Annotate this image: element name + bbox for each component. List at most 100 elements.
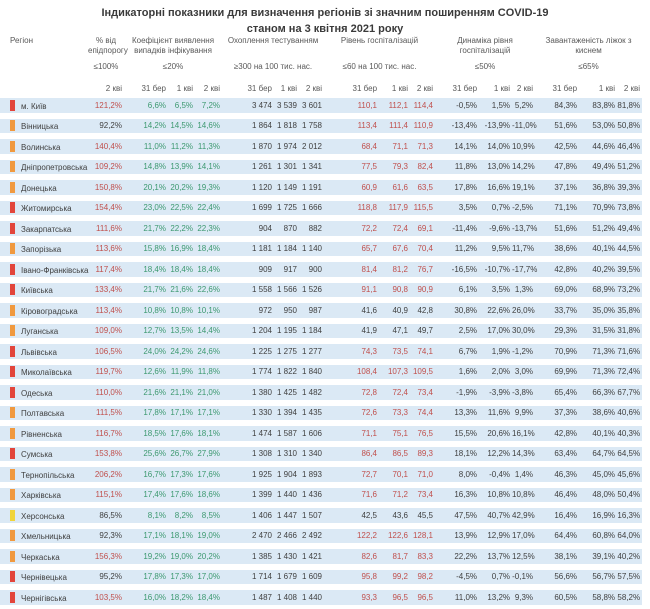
cell-detection-coefficient: 14,4% [195,323,222,344]
cell-detection-coefficient: 19,0% [168,549,195,570]
cell-hospitalization-level: 74,3 [324,344,380,365]
region-cell: Івано-Франківська [0,262,89,283]
cell-testing-coverage: 1 699 [222,200,274,221]
cell-hospitalization-level: 71,6 [324,487,380,508]
zone-marker-red [10,386,15,398]
cell-hospitalization-dynamics: -11,4% [435,221,480,242]
cell-hospitalization-dynamics: 20,6% [479,426,513,447]
cell-beds-occupancy: 16,4% [535,508,580,529]
cell-testing-coverage: 1 330 [222,405,274,426]
page-title: Індикаторні показники для визначення рег… [0,6,650,38]
table-row: Херсонська 86,5% 8,1% 8,2% 8,5% 1 406 1 447 1 5… [0,508,643,529]
region-name: Чернігівська [21,593,67,603]
column-group-oxygen-beds-occupancy: Завантаженість ліжок з киснем [545,36,632,55]
cell-hospitalization-dynamics: 11,6% [479,405,513,426]
cell-hospitalization-level: 81,2 [379,262,411,283]
cell-testing-coverage: 900 [299,262,325,283]
cell-hospitalization-dynamics: -0,5% [435,98,480,119]
zone-marker-red [10,99,15,111]
cell-beds-occupancy: 31,5% [579,323,618,344]
cell-hospitalization-dynamics: -10,7% [479,262,513,283]
cell-hospitalization-level: 42,5 [324,508,380,529]
cell-testing-coverage: 950 [274,303,299,324]
threshold-dynamics: ≤50% [474,62,496,71]
cell-testing-coverage: 1 606 [299,426,325,447]
cell-detection-coefficient: 14,2% [124,118,168,139]
cell-hospitalization-level: 61,6 [379,180,411,201]
region-name: Сумська [21,450,53,460]
cell-beds-occupancy: 42,8% [535,426,580,447]
cell-testing-coverage: 2 466 [274,528,299,549]
table-row: Житомирська 154,4% 23,0% 22,5% 22,4% 1 699 1 7… [0,200,643,221]
zone-marker-red [10,448,15,460]
cell-testing-coverage: 972 [222,303,274,324]
cell-testing-coverage: 1 430 [274,549,299,570]
date-label: 2 кві [623,84,641,93]
cell-hospitalization-dynamics: -17,7% [512,262,537,283]
cell-epid-threshold: 115,1% [88,487,124,508]
cell-detection-coefficient: 15,8% [124,241,168,262]
cell-hospitalization-level: 71,1 [379,139,411,160]
region-name: Вінницька [21,122,59,132]
cell-hospitalization-dynamics: -1,2% [512,344,536,365]
cell-hospitalization-level: 82,4 [410,159,436,180]
table-row: Одеська 110,0% 21,6% 21,1% 21,0% 1 380 1 425 1 … [0,385,643,406]
cell-beds-occupancy: 49,4% [617,221,643,242]
cell-beds-occupancy: 58,2% [617,590,643,609]
cell-testing-coverage: 3 474 [222,98,274,119]
cell-detection-coefficient: 14,6% [195,118,222,139]
cell-detection-coefficient: 14,8% [124,159,168,180]
cell-hospitalization-dynamics: 2,0% [479,364,513,385]
cell-testing-coverage: 1 425 [274,385,299,406]
cell-beds-occupancy: 84,3% [535,98,580,119]
region-cell: Хмельницька [0,528,88,549]
cell-testing-coverage: 1 436 [299,487,325,508]
region-cell: Дніпропетровська [0,159,88,180]
cell-detection-coefficient: 17,1% [124,528,168,549]
cell-hospitalization-level: 40,9 [379,303,411,324]
cell-hospitalization-level: 70,1 [379,467,411,488]
region-name: Волинська [21,142,61,152]
cell-hospitalization-dynamics: 1,9% [479,344,513,365]
cell-detection-coefficient: 13,5% [168,323,195,344]
cell-hospitalization-dynamics: 10,9% [512,139,536,160]
cell-beds-occupancy: 58,8% [579,590,618,609]
cell-hospitalization-dynamics: -9,6% [479,221,513,242]
cell-detection-coefficient: 24,6% [195,344,222,365]
date-label: 31 бер [141,84,166,93]
cell-testing-coverage: 1 184 [274,241,299,262]
cell-beds-occupancy: 40,2% [617,549,643,570]
cell-epid-threshold: 117,4% [88,262,124,283]
cell-testing-coverage: 1 140 [299,241,325,262]
table-row: Київська 133,4% 21,7% 21,6% 22,6% 1 558 1 566 1… [0,282,643,303]
cell-beds-occupancy: 72,4% [617,364,643,385]
cell-beds-occupancy: 29,3% [535,323,580,344]
cell-detection-coefficient: 18,4% [168,262,195,283]
region-cell: Херсонська [0,508,88,529]
cell-testing-coverage: 1 340 [299,446,325,467]
cell-epid-threshold: 116,7% [88,426,124,447]
cell-testing-coverage: 1 225 [222,344,274,365]
cell-hospitalization-level: 108,4 [324,364,380,385]
cell-detection-coefficient: 20,2% [168,180,195,201]
cell-hospitalization-dynamics: 5,2% [512,98,536,119]
table-row: Івано-Франківська 117,4% 18,4% 18,4% 18,4% 90… [0,262,643,283]
column-group-testing-coverage: Охоплення тестуванням [227,36,319,45]
cell-hospitalization-level: 98,2 [410,569,436,590]
cell-beds-occupancy: 46,4% [617,139,643,160]
region-name: Кіровоградська [21,306,78,316]
cell-hospitalization-dynamics: 13,0% [479,159,513,180]
cell-detection-coefficient: 21,6% [124,385,168,406]
cell-detection-coefficient: 17,0% [195,569,222,590]
table-header: Регіон % від епідпорогу Коефіцієнт виявл… [0,36,642,98]
cell-beds-occupancy: 49,4% [579,159,618,180]
cell-beds-occupancy: 33,7% [535,303,580,324]
cell-beds-occupancy: 50,8% [617,118,643,139]
zone-marker-yellow [10,509,15,521]
cell-epid-threshold: 156,3% [88,549,124,570]
cell-hospitalization-dynamics: 16,3% [435,487,480,508]
cell-beds-occupancy: 73,2% [617,282,643,303]
cell-beds-occupancy: 68,9% [579,282,618,303]
cell-detection-coefficient: 24,2% [168,344,195,365]
cell-epid-threshold: 103,5% [88,590,124,609]
